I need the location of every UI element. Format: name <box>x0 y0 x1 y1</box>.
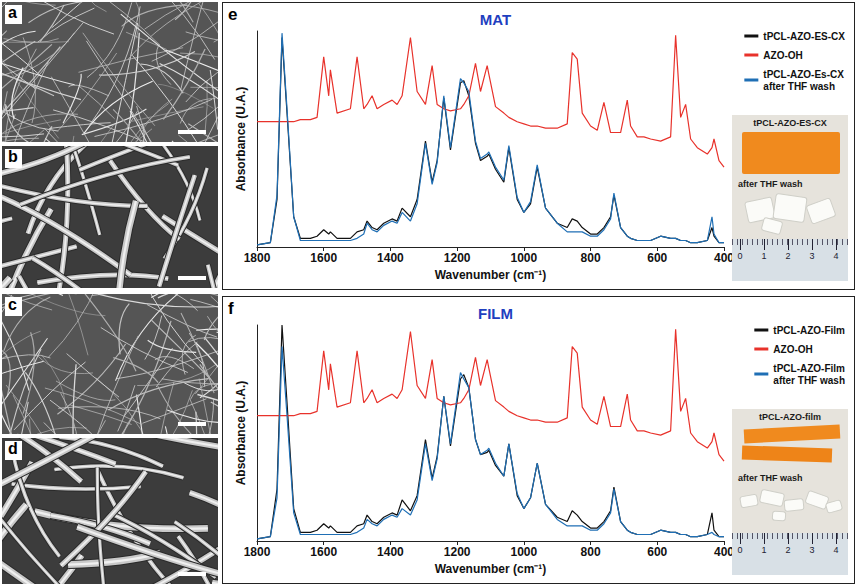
svg-text:1800: 1800 <box>244 545 271 559</box>
html-text:d: d <box>8 440 18 457</box>
svg-text:AZO-OH: AZO-OH <box>763 50 802 61</box>
svg-text:1600: 1600 <box>310 545 337 559</box>
svg-text:MAT: MAT <box>480 11 511 28</box>
svg-text:1200: 1200 <box>444 251 471 265</box>
svg-text:400: 400 <box>714 545 734 559</box>
html-text:b: b <box>8 148 18 165</box>
svg-text:Wavenumber (cm⁻¹): Wavenumber (cm⁻¹) <box>435 268 547 282</box>
svg-text:after THF wash: after THF wash <box>763 81 835 92</box>
svg-text:after THF wash: after THF wash <box>773 375 845 386</box>
svg-text:e: e <box>228 5 237 24</box>
svg-text:1600: 1600 <box>310 251 337 265</box>
svg-text:1200: 1200 <box>444 545 471 559</box>
html-text:c: c <box>8 296 17 313</box>
html-text:1: 1 <box>761 251 767 261</box>
svg-text:1400: 1400 <box>377 545 404 559</box>
svg-text:f: f <box>228 299 234 318</box>
svg-text:tPCL-AZO-Film: tPCL-AZO-Film <box>773 363 845 374</box>
html-text:1: 1 <box>761 545 767 555</box>
svg-text:Wavenumber (cm⁻¹): Wavenumber (cm⁻¹) <box>435 562 547 576</box>
svg-text:FILM: FILM <box>478 305 513 322</box>
svg-text:tPCL-AZO-Film: tPCL-AZO-Film <box>773 325 845 336</box>
html-text:4: 4 <box>833 251 839 261</box>
html-text:0: 0 <box>737 545 743 555</box>
html-text:after THF wash: after THF wash <box>738 179 803 189</box>
html-text:2: 2 <box>785 251 791 261</box>
svg-text:1400: 1400 <box>377 251 404 265</box>
html-text:a: a <box>8 4 17 21</box>
html-text:3: 3 <box>809 251 815 261</box>
svg-text:600: 600 <box>647 251 667 265</box>
svg-text:1800: 1800 <box>244 251 271 265</box>
svg-text:tPCL-AZO-ES-CX: tPCL-AZO-ES-CX <box>763 31 845 42</box>
html-text:2: 2 <box>785 545 791 555</box>
html-text:after THF wash: after THF wash <box>738 473 803 483</box>
svg-text:1000: 1000 <box>511 251 538 265</box>
html-text:4: 4 <box>833 545 839 555</box>
svg-text:1000: 1000 <box>511 545 538 559</box>
svg-text:800: 800 <box>581 545 601 559</box>
html-text:3: 3 <box>809 545 815 555</box>
html-text:0: 0 <box>737 251 743 261</box>
svg-text:Absorbance (U.A.): Absorbance (U.A.) <box>234 381 248 486</box>
html-text:tPCL-AZO-film: tPCL-AZO-film <box>759 412 821 422</box>
svg-text:AZO-OH: AZO-OH <box>773 344 812 355</box>
svg-text:400: 400 <box>714 251 734 265</box>
html-text:tPCL-AZO-ES-CX: tPCL-AZO-ES-CX <box>753 118 827 128</box>
svg-text:800: 800 <box>581 251 601 265</box>
svg-text:tPCL-AZO-Es-CX: tPCL-AZO-Es-CX <box>763 69 844 80</box>
svg-text:600: 600 <box>647 545 667 559</box>
svg-text:Absorbance (U.A.): Absorbance (U.A.) <box>234 87 248 192</box>
